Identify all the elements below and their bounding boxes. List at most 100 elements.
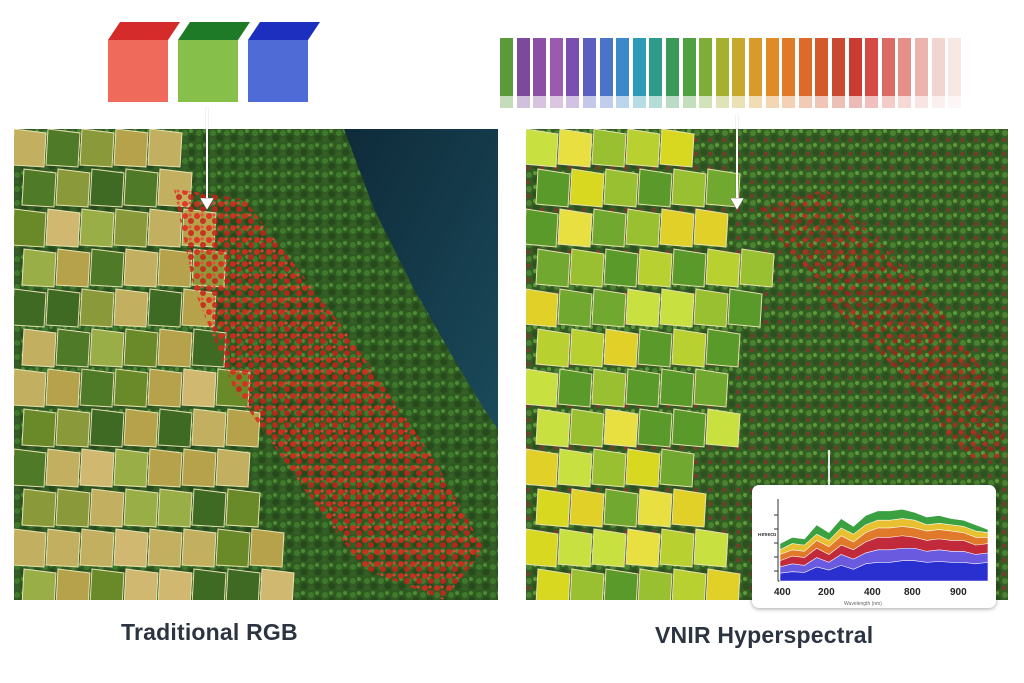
- field-plot: [21, 328, 57, 368]
- field-plot: [21, 488, 57, 528]
- spectral-band-reflection: [500, 94, 513, 108]
- field-plot: [259, 568, 295, 600]
- field-plot: [535, 328, 571, 368]
- spectral-band: [516, 38, 530, 96]
- field-plot: [14, 448, 47, 488]
- field-plot: [191, 488, 227, 528]
- field-plot: [14, 528, 47, 568]
- field-plot: [55, 568, 91, 600]
- spectral-band: [898, 38, 912, 96]
- hyperspectral-caption: VNIR Hyperspectral: [655, 622, 874, 648]
- field-plot: [526, 288, 559, 328]
- field-plot: [113, 129, 149, 168]
- spectral-band-reflection: [516, 94, 530, 108]
- field-plot: [603, 328, 639, 368]
- spectral-band-reflection: [815, 94, 829, 108]
- field-plot: [535, 488, 571, 528]
- spectral-band-reflection: [666, 94, 679, 108]
- field-plot: [591, 528, 627, 568]
- field-plot: [705, 248, 741, 288]
- field-plot: [637, 408, 673, 448]
- x-tick-label: 400: [774, 587, 791, 598]
- spectral-band-reflection: [931, 94, 945, 108]
- field-plot: [123, 568, 159, 600]
- field-plot: [21, 568, 57, 600]
- field-plot: [157, 568, 193, 600]
- spectral-band-reflection: [566, 94, 580, 108]
- field-plot: [225, 408, 261, 448]
- field-plot: [225, 488, 261, 528]
- field-plot: [659, 368, 695, 408]
- field-plot: [89, 248, 125, 288]
- field-plot: [113, 528, 149, 568]
- field-plot: [147, 129, 183, 168]
- y-axis-label: Reflectance: [758, 533, 776, 538]
- spectral-band: [749, 38, 762, 96]
- field-plot: [659, 448, 695, 488]
- field-plot: [191, 408, 227, 448]
- spectral-band: [948, 38, 962, 96]
- field-plot: [181, 448, 217, 488]
- spectral-band-reflection: [832, 94, 845, 108]
- spectral-band-reflection: [616, 94, 630, 108]
- field-plot: [557, 448, 593, 488]
- field-plot: [45, 448, 81, 488]
- field-plot: [557, 129, 593, 168]
- spectral-band: [500, 38, 513, 96]
- x-tick-label: 200: [818, 587, 835, 598]
- field-plot: [181, 368, 217, 408]
- field-plot: [637, 568, 673, 600]
- field-plot: [671, 328, 707, 368]
- field-plot: [637, 248, 673, 288]
- spectral-signature-chart: 400 200 400 800 900 Reflectance Waveleng…: [752, 485, 996, 608]
- spectral-area-series: [779, 560, 989, 582]
- field-plot: [569, 168, 605, 208]
- field-plot: [625, 208, 661, 248]
- field-plot: [191, 568, 227, 600]
- spectral-band: [666, 38, 679, 96]
- spectral-band: [732, 38, 746, 96]
- spectral-band: [699, 38, 713, 96]
- field-plot: [526, 129, 559, 168]
- field-plot: [659, 528, 695, 568]
- spectral-band: [616, 38, 630, 96]
- spectral-band-reflection: [881, 94, 895, 108]
- field-plot: [89, 408, 125, 448]
- field-plot: [21, 248, 57, 288]
- spectral-band: [931, 38, 945, 96]
- field-plot: [113, 288, 149, 328]
- spectral-band-reflection: [848, 94, 862, 108]
- spectral-band-reflection: [765, 94, 779, 108]
- field-plot: [705, 328, 741, 368]
- field-plot: [535, 248, 571, 288]
- spectral-band-reflection: [948, 94, 962, 108]
- field-plot: [535, 568, 571, 600]
- hyperspectral-arrow: [736, 114, 738, 206]
- field-plot: [89, 328, 125, 368]
- field-plot: [45, 528, 81, 568]
- spectral-band-reflection: [715, 94, 729, 108]
- spectral-band-reflection: [649, 94, 663, 108]
- field-plot: [21, 408, 57, 448]
- x-tick-label: 400: [864, 587, 881, 598]
- spectral-band-reflection: [898, 94, 912, 108]
- field-plot: [225, 568, 261, 600]
- field-plot: [637, 488, 673, 528]
- field-plot: [21, 168, 57, 208]
- field-plot: [45, 129, 81, 168]
- field-plot: [55, 408, 91, 448]
- field-plot: [526, 208, 559, 248]
- field-plot: [625, 288, 661, 328]
- field-plot: [591, 288, 627, 328]
- rgb-arrow: [206, 108, 208, 206]
- field-plot: [45, 208, 81, 248]
- field-plot: [569, 328, 605, 368]
- field-plot: [671, 408, 707, 448]
- field-plot: [693, 208, 729, 248]
- field-plot: [89, 488, 125, 528]
- field-plot: [625, 129, 661, 168]
- field-plot: [123, 488, 159, 528]
- field-plot: [123, 328, 159, 368]
- field-plot: [557, 368, 593, 408]
- rgb-aerial-image: [14, 129, 498, 600]
